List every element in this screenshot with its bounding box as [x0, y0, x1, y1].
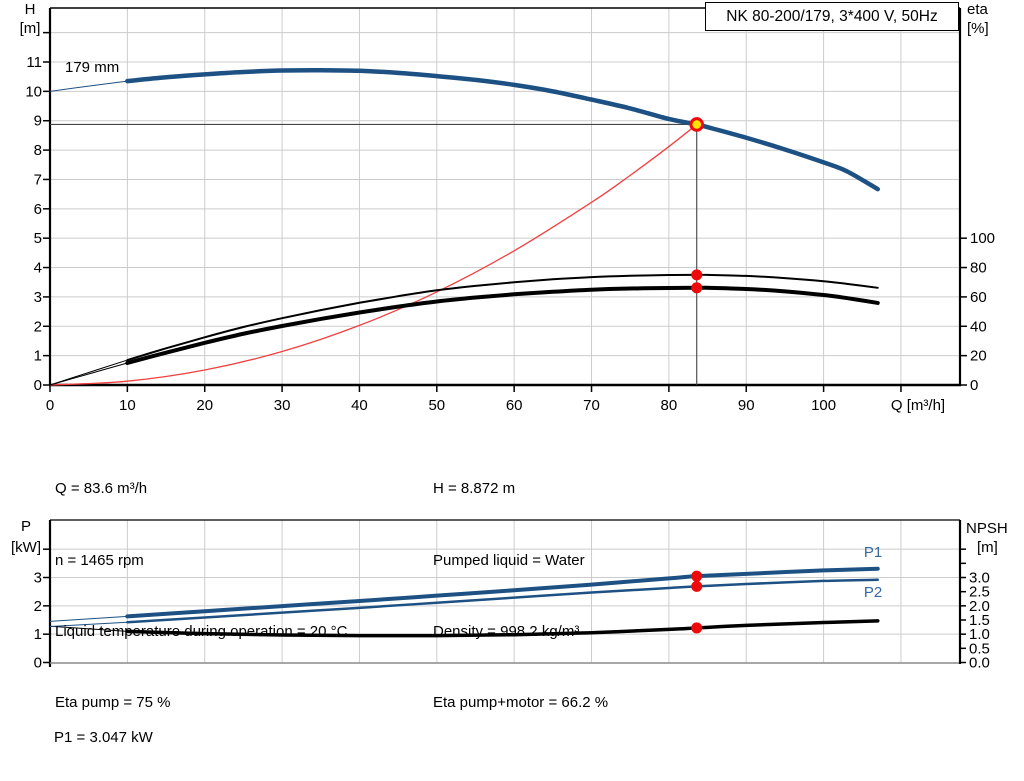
system-curve — [49, 123, 698, 386]
p-tick-label: 1 — [34, 626, 42, 643]
npsh-tick-label: 0.0 — [969, 655, 990, 672]
q-axis-label: Q [m³/h] — [891, 397, 945, 414]
info-line-head: H = 8.872 m — [433, 480, 516, 498]
duty-point-marker — [691, 269, 703, 281]
x-tick-label: 80 — [661, 397, 678, 414]
p2-curve-label: P2 — [864, 584, 882, 601]
info-line-eta-pump: Eta pump = 75 % — [55, 693, 171, 711]
p-tick-label: 0 — [34, 655, 42, 672]
x-tick-label: 100 — [811, 397, 836, 414]
eta-tick-label: 40 — [970, 318, 987, 335]
info-line-p1: P1 = 3.047 kW — [54, 729, 153, 747]
h-tick-label: 0 — [34, 377, 42, 394]
power-npsh-chart: 0 1 2 3 0.00.51.01.52.02.53.0 — [34, 519, 990, 672]
power-info-block: P1 = 3.047 kW P2 = 2.688 kW NPSH = 1.22 … — [54, 679, 396, 781]
p1-curve — [125, 566, 880, 619]
info-line-liquid: Pumped liquid = Water — [433, 551, 585, 569]
p-tick-label: 2 — [34, 598, 42, 615]
h-tick-label: 7 — [34, 171, 42, 188]
h-tick-label: 5 — [34, 230, 42, 247]
h-tick-label: 10 — [25, 83, 42, 100]
npsh-tick-label: 1.0 — [969, 626, 990, 643]
h-axis-label: H — [25, 1, 36, 18]
info-line-eta-total: Eta pump+motor = 66.2 % — [433, 693, 609, 711]
npsh-curve-min-flow — [49, 625, 128, 632]
head-curve-179mm — [125, 67, 881, 192]
eta-axis-unit: [%] — [967, 20, 989, 37]
h-tick-label: 1 — [34, 348, 42, 365]
h-tick-label: 3 — [34, 289, 42, 306]
info-line-temperature: Liquid temperature during operation = 20… — [55, 622, 348, 640]
npsh-axis-label: NPSH — [966, 520, 1008, 537]
npsh-tick-label: 1.5 — [969, 612, 990, 629]
impeller-diameter-label: 179 mm — [65, 59, 119, 76]
x-tick-label: 0 — [46, 397, 54, 414]
p1-curve-min-flow — [49, 615, 128, 622]
h-tick-label: 4 — [34, 260, 42, 277]
npsh-axis-unit: [m] — [977, 539, 998, 556]
duty-point-marker — [691, 570, 703, 582]
x-tick-label: 90 — [738, 397, 755, 414]
x-tick-label: 10 — [119, 397, 136, 414]
npsh-tick-label: 3.0 — [969, 570, 990, 587]
info-line-speed: n = 1465 rpm — [55, 551, 144, 569]
h-tick-label: 11 — [26, 54, 42, 71]
eta-pump-curve — [126, 273, 879, 362]
info-line-density: Density = 998.2 kg/m³ — [433, 622, 580, 640]
x-tick-label: 50 — [428, 397, 445, 414]
h-tick-label: 6 — [34, 201, 42, 218]
gridlines — [50, 8, 960, 385]
eta-tick-label: 80 — [970, 260, 987, 277]
eta-tick-label: 20 — [970, 348, 987, 365]
p2-curve — [126, 578, 880, 624]
h-tick-label: 2 — [34, 318, 42, 335]
pump-type-title-box: NK 80-200/179, 3*400 V, 50Hz — [705, 2, 959, 31]
npsh-tick-label: 0.5 — [969, 640, 990, 657]
duty-info-left: Q = 83.6 m³/h n = 1465 rpm Liquid temper… — [55, 430, 347, 762]
x-tick-label: 20 — [196, 397, 213, 414]
p-axis-unit: [kW] — [11, 539, 41, 556]
duty-point-marker — [691, 282, 703, 294]
h-tick-label: 8 — [34, 142, 42, 159]
p-axis-label: P — [21, 518, 31, 535]
eta-tick-label: 60 — [970, 289, 987, 306]
duty-point-marker — [691, 580, 703, 592]
eta-pump-motor-curve — [125, 285, 880, 365]
p1-curve-label: P1 — [864, 544, 882, 561]
head-curve-179mm-min-flow — [49, 80, 128, 92]
p-tick-label: 3 — [34, 570, 42, 587]
p2-curve-min-flow — [49, 621, 128, 628]
x-tick-label: 70 — [583, 397, 600, 414]
operating-point[interactable] — [689, 117, 705, 132]
h-axis-unit: [m] — [20, 20, 41, 37]
x-tick-label: 30 — [274, 397, 291, 414]
eta-tick-label: 0 — [970, 377, 978, 394]
pump-type-title: NK 80-200/179, 3*400 V, 50Hz — [726, 8, 938, 25]
x-tick-label: 60 — [506, 397, 523, 414]
eta-axis-label: eta — [967, 1, 989, 18]
h-tick-label: 9 — [34, 113, 42, 130]
npsh-curve — [125, 619, 880, 638]
head-eta-chart: 0 10 20 30 40 50 60 70 80 90 100 0 1 2 3 4 5 6 7 8 9 10 11 0 20 4… — [25, 7, 995, 414]
eta-tick-label: 100 — [970, 230, 995, 247]
duty-info-right: H = 8.872 m Pumped liquid = Water Densit… — [433, 430, 608, 762]
info-line-q: Q = 83.6 m³/h — [55, 480, 148, 498]
x-tick-label: 40 — [351, 397, 368, 414]
npsh-tick-label: 2.5 — [969, 584, 990, 601]
duty-point-marker — [691, 622, 703, 634]
eta-pump-motor-curve-min-flow — [49, 362, 128, 386]
npsh-tick-label: 2.0 — [969, 598, 990, 615]
